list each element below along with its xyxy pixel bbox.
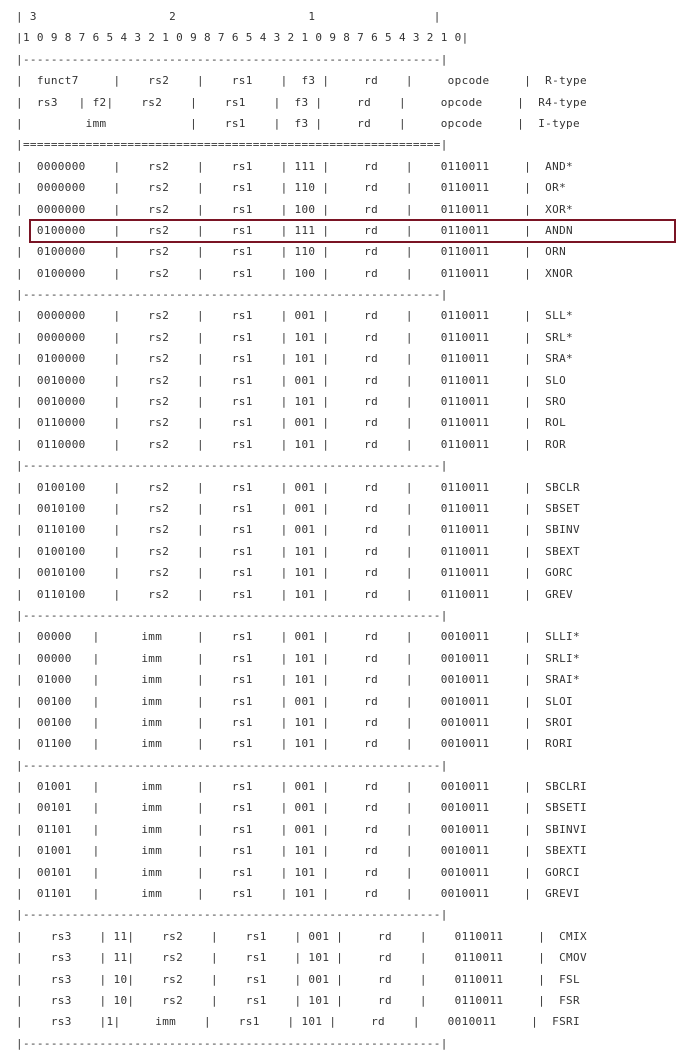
instruction-row: | 01101 | imm | rs1 | 001 | rd | 0010011… bbox=[16, 822, 587, 836]
bit-index-header: | 3 2 1 | bbox=[16, 10, 441, 23]
bit-index-header: |1 0 9 8 7 6 5 4 3 2 1 0 9 8 7 6 5 4 3 2… bbox=[16, 31, 469, 45]
header-separator: |=======================================… bbox=[16, 138, 448, 152]
instruction-row: | 0000000 | rs2 | rs1 | 001 | rd | 01100… bbox=[16, 309, 574, 323]
table-separator: |---------------------------------------… bbox=[16, 758, 448, 772]
instruction-row: | 00100 | imm | rs1 | 001 | rd | 0010011… bbox=[16, 694, 574, 708]
instruction-row: | 00000 | imm | rs1 | 101 | rd | 0010011… bbox=[16, 651, 580, 665]
instruction-row: | 0110100 | rs2 | rs1 | 001 | rd | 01100… bbox=[16, 523, 580, 537]
instruction-row: | 0010000 | rs2 | rs1 | 001 | rd | 01100… bbox=[16, 373, 567, 387]
table-separator: |---------------------------------------… bbox=[16, 459, 448, 473]
instruction-row: | 0100100 | rs2 | rs1 | 101 | rd | 01100… bbox=[16, 544, 580, 558]
instruction-row: | 01100 | imm | rs1 | 101 | rd | 0010011… bbox=[16, 737, 574, 751]
instruction-row: | 0000000 | rs2 | rs1 | 101 | rd | 01100… bbox=[16, 330, 574, 344]
instruction-row: | 00101 | imm | rs1 | 001 | rd | 0010011… bbox=[16, 801, 587, 815]
instruction-row: | 01101 | imm | rs1 | 101 | rd | 0010011… bbox=[16, 887, 580, 901]
instruction-row: | 0010100 | rs2 | rs1 | 101 | rd | 01100… bbox=[16, 566, 574, 580]
instruction-row: | 0100000 | rs2 | rs1 | 101 | rd | 01100… bbox=[16, 352, 574, 366]
instruction-row: | 00101 | imm | rs1 | 101 | rd | 0010011… bbox=[16, 865, 580, 879]
instruction-row: | 0010000 | rs2 | rs1 | 101 | rd | 01100… bbox=[16, 395, 567, 409]
instruction-row: | 0110000 | rs2 | rs1 | 001 | rd | 01100… bbox=[16, 416, 567, 430]
table-separator: |---------------------------------------… bbox=[16, 288, 448, 302]
instruction-row: | 0000000 | rs2 | rs1 | 111 | rd | 01100… bbox=[16, 159, 574, 173]
table-separator: |---------------------------------------… bbox=[16, 608, 448, 622]
instruction-row: | rs3 |1| imm | rs1 | 101 | rd | 0010011… bbox=[16, 1015, 580, 1029]
instruction-row: | rs3 | 10| rs2 | rs1 | 101 | rd | 01100… bbox=[16, 993, 580, 1007]
format-row: | imm | rs1 | f3 | rd | opcode | I-type bbox=[16, 116, 580, 130]
instruction-encoding-table: | 3 2 1 | |1 0 9 8 7 6 5 4 3 2 1 0 9 8 7 … bbox=[16, 6, 587, 1054]
instruction-row: | rs3 | 10| rs2 | rs1 | 001 | rd | 01100… bbox=[16, 972, 580, 986]
instruction-row: | 0100000 | rs2 | rs1 | 111 | rd | 01100… bbox=[16, 223, 574, 237]
instruction-row: | 00000 | imm | rs1 | 001 | rd | 0010011… bbox=[16, 630, 580, 644]
instruction-row: | 00100 | imm | rs1 | 101 | rd | 0010011… bbox=[16, 715, 574, 729]
instruction-row: | 0000000 | rs2 | rs1 | 100 | rd | 01100… bbox=[16, 202, 574, 216]
format-row: | rs3 | f2| rs2 | rs1 | f3 | rd | opcode… bbox=[16, 95, 587, 109]
instruction-row: | rs3 | 11| rs2 | rs1 | 001 | rd | 01100… bbox=[16, 929, 587, 943]
instruction-row: | 0100000 | rs2 | rs1 | 100 | rd | 01100… bbox=[16, 266, 574, 280]
format-row: | funct7 | rs2 | rs1 | f3 | rd | opcode … bbox=[16, 74, 587, 88]
instruction-row: | 0100100 | rs2 | rs1 | 001 | rd | 01100… bbox=[16, 480, 580, 494]
instruction-row: | 01000 | imm | rs1 | 101 | rd | 0010011… bbox=[16, 673, 580, 687]
instruction-row: | 0110100 | rs2 | rs1 | 101 | rd | 01100… bbox=[16, 587, 574, 601]
instruction-row: | 0110000 | rs2 | rs1 | 101 | rd | 01100… bbox=[16, 437, 567, 451]
instruction-row: | 01001 | imm | rs1 | 101 | rd | 0010011… bbox=[16, 844, 587, 858]
table-separator: |---------------------------------------… bbox=[16, 1036, 448, 1050]
table-separator: |---------------------------------------… bbox=[16, 908, 448, 922]
instruction-row: | 0100000 | rs2 | rs1 | 110 | rd | 01100… bbox=[16, 245, 567, 259]
table-separator: |---------------------------------------… bbox=[16, 52, 448, 66]
instruction-row: | rs3 | 11| rs2 | rs1 | 101 | rd | 01100… bbox=[16, 951, 587, 965]
instruction-row: | 01001 | imm | rs1 | 001 | rd | 0010011… bbox=[16, 780, 587, 794]
instruction-row: | 0000000 | rs2 | rs1 | 110 | rd | 01100… bbox=[16, 181, 567, 195]
instruction-row: | 0010100 | rs2 | rs1 | 001 | rd | 01100… bbox=[16, 501, 580, 515]
